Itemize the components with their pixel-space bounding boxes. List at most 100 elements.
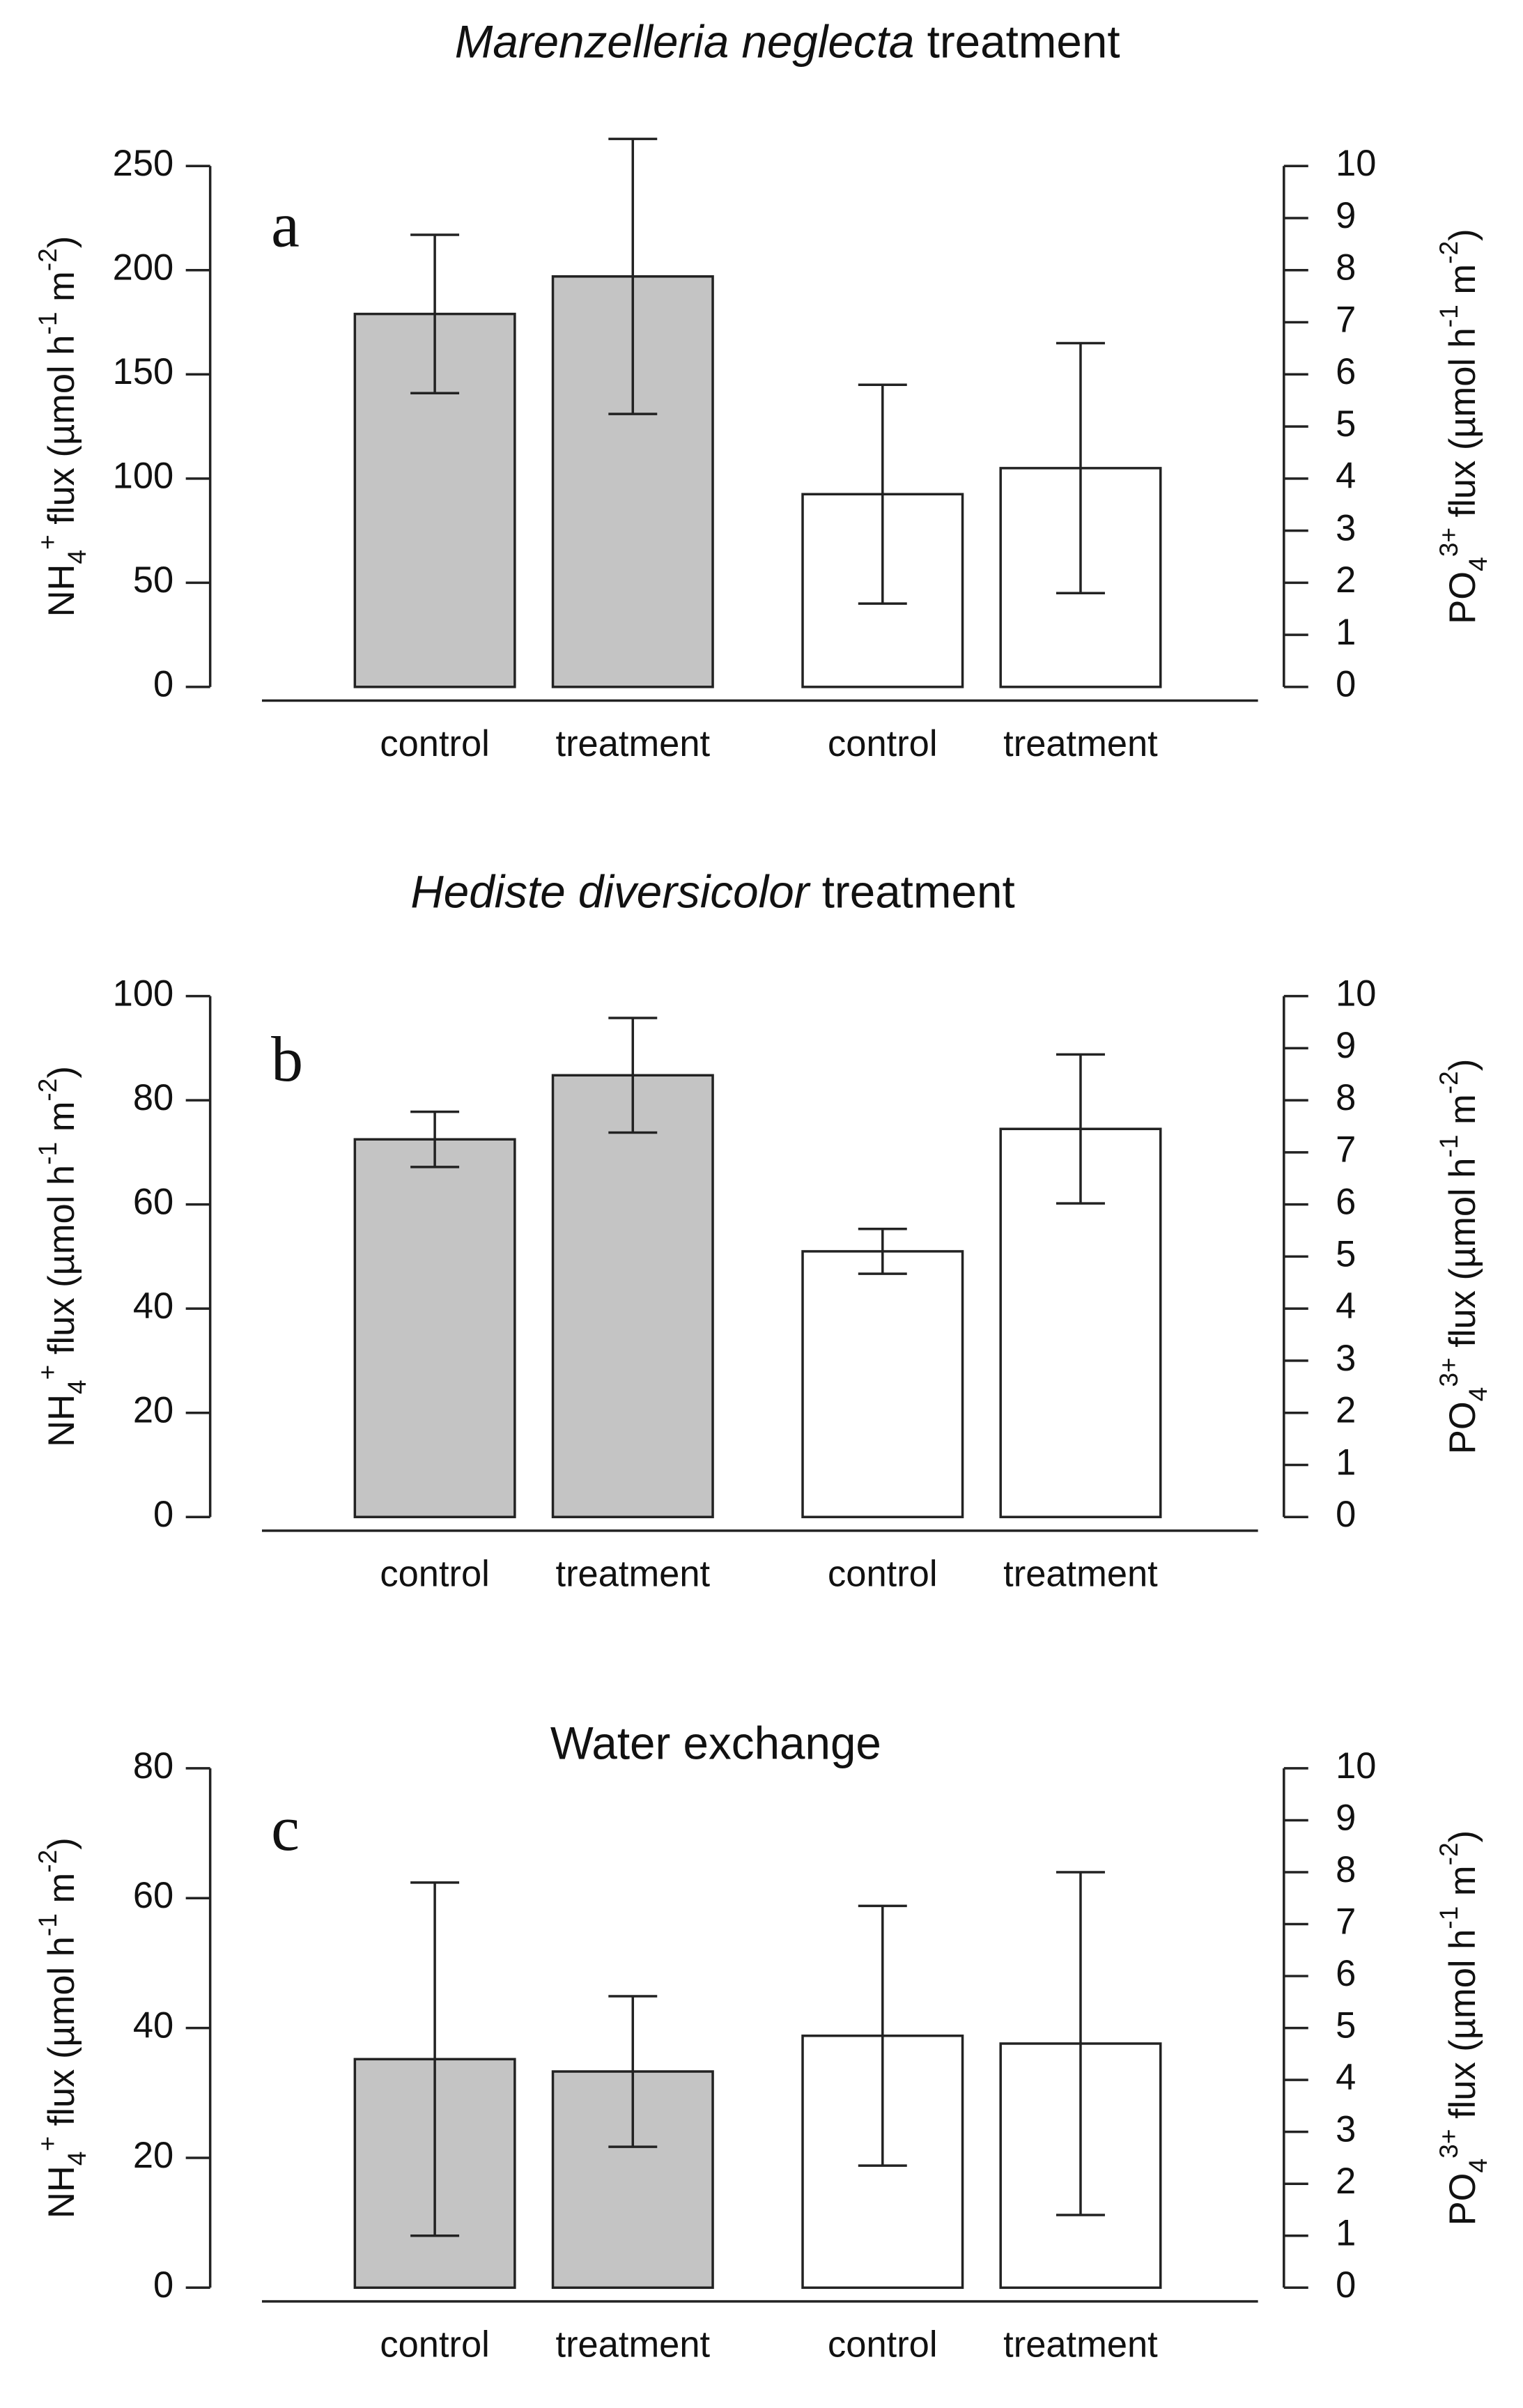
y2-axis-label: PO43+ flux (µmol h-1 m-2) — [1434, 229, 1492, 624]
y-axis-label: NH4+ flux (µmol h-1 m-2) — [33, 1066, 91, 1447]
y-tick-label: 0 — [153, 2265, 173, 2306]
y2-tick-label: 5 — [1336, 1234, 1356, 1274]
x-tick-label: control — [828, 724, 937, 764]
y2-tick-label: 0 — [1336, 2265, 1356, 2306]
y-axis-label-part: flux (µmol h — [42, 1165, 82, 1365]
y-axis-label-part: ) — [42, 1066, 82, 1078]
y2-tick-label: 3 — [1336, 1338, 1356, 1379]
y-axis-label-part: + — [33, 2136, 62, 2152]
error-bar — [410, 1881, 460, 2237]
y2-tick-label: 2 — [1336, 2161, 1356, 2202]
y-axis-label-part: NH — [42, 2166, 82, 2218]
x-tick-label: treatment — [555, 1554, 710, 1594]
y-axis-label-part: 4 — [62, 550, 91, 564]
y2-axis-label-part: m — [1443, 264, 1483, 304]
y2-tick-label: 10 — [1336, 144, 1376, 184]
y2-axis-label-part: flux (µmol h — [1443, 327, 1483, 527]
y-axis-label-part: + — [33, 1365, 62, 1380]
y2-axis-label-part: -1 — [1434, 1135, 1463, 1158]
error-bar — [858, 1228, 907, 1275]
y-tick-label: 60 — [133, 1182, 173, 1223]
y-axis-label-part: -1 — [33, 312, 62, 335]
y2-axis-label-part: 3+ — [1434, 1357, 1463, 1387]
y2-tick-label: 6 — [1336, 1954, 1356, 1994]
y2-axis-label-part: 4 — [1463, 557, 1492, 571]
y-axis-label-part: 4 — [62, 1380, 91, 1394]
y-tick-label: 250 — [113, 144, 174, 184]
y-tick-label: 0 — [153, 1495, 173, 1535]
y2-tick-label: 8 — [1336, 248, 1356, 288]
y-tick-label: 100 — [113, 973, 174, 1014]
y2-tick-label: 8 — [1336, 1850, 1356, 1890]
bar — [551, 1074, 714, 1518]
y2-tick-label: 4 — [1336, 456, 1356, 497]
y2-tick-label: 8 — [1336, 1078, 1356, 1118]
y-axis-label-part: NH — [42, 564, 82, 617]
x-tick-label: control — [380, 724, 489, 764]
panel-letter: b — [271, 1024, 303, 1095]
y-tick-label: 50 — [133, 560, 173, 601]
y2-axis-label-part: m — [1443, 1094, 1483, 1134]
y2-axis-label-part: -2 — [1434, 1842, 1463, 1865]
y2-tick-label: 4 — [1336, 1286, 1356, 1327]
y-axis-label-part: + — [33, 534, 62, 550]
x-tick-label: treatment — [555, 2324, 710, 2365]
y2-axis-label-part: flux (µmol h — [1443, 1158, 1483, 1358]
y2-tick-label: 10 — [1336, 1746, 1376, 1786]
chart-title: Hediste diversicolor treatment — [410, 867, 1014, 918]
error-bar — [608, 1995, 658, 2148]
y-tick-label: 20 — [133, 1391, 173, 1431]
x-tick-label: treatment — [1003, 2324, 1158, 2365]
error-bar — [1056, 1053, 1105, 1205]
y2-axis-label-part: 4 — [1463, 1387, 1492, 1402]
y-axis-label-part: -2 — [33, 1079, 62, 1102]
y2-axis-label-part: flux (µmol h — [1443, 1929, 1483, 2129]
y2-tick-label: 2 — [1336, 1391, 1356, 1431]
y-tick-label: 100 — [113, 456, 174, 497]
x-tick-label: control — [380, 1554, 489, 1594]
y2-axis-label-part: -2 — [1434, 241, 1463, 264]
y2-axis-label-part: ) — [1443, 1830, 1483, 1842]
y2-axis-label-part: 3+ — [1434, 2129, 1463, 2158]
y-axis-label-part: m — [42, 1102, 82, 1142]
y-tick-label: 80 — [133, 1078, 173, 1118]
x-tick-label: control — [380, 2324, 489, 2365]
y2-axis-label-part: ) — [1443, 1059, 1483, 1071]
y2-tick-label: 1 — [1336, 1442, 1356, 1483]
y-tick-label: 80 — [133, 1746, 173, 1786]
y-axis-label-part: -1 — [33, 1142, 62, 1165]
y2-axis-label-part: m — [1443, 1865, 1483, 1906]
panel-letter: c — [271, 1793, 300, 1864]
y2-tick-label: 9 — [1336, 1798, 1356, 1838]
y-axis-label: NH4+ flux (µmol h-1 m-2) — [33, 236, 91, 617]
bar — [801, 1250, 964, 1518]
y2-axis-label-part: -1 — [1434, 304, 1463, 327]
y2-tick-label: 5 — [1336, 2005, 1356, 2046]
y-tick-label: 200 — [113, 248, 174, 288]
y2-tick-label: 6 — [1336, 352, 1356, 392]
y2-tick-label: 0 — [1336, 665, 1356, 705]
bar — [353, 1138, 516, 1518]
y2-tick-label: 4 — [1336, 2058, 1356, 2098]
y-tick-label: 40 — [133, 1286, 173, 1327]
error-bar — [410, 233, 460, 394]
y2-tick-label: 1 — [1336, 612, 1356, 653]
title-part: Hediste diversicolor — [410, 867, 811, 918]
y2-axis-label-part: PO — [1443, 571, 1483, 624]
y2-tick-label: 2 — [1336, 560, 1356, 601]
error-bar — [410, 1110, 460, 1168]
error-bar — [858, 1904, 907, 2167]
y-axis-label-part: flux (µmol h — [42, 1936, 82, 2136]
error-bar — [608, 137, 658, 415]
y-tick-label: 40 — [133, 2005, 173, 2046]
y2-axis-label-part: PO — [1443, 2173, 1483, 2226]
y2-axis-label-part: 4 — [1463, 2159, 1492, 2173]
y-axis-label-part: -1 — [33, 1913, 62, 1936]
y-axis-label-part: flux (µmol h — [42, 335, 82, 535]
y2-tick-label: 1 — [1336, 2214, 1356, 2254]
y2-tick-label: 9 — [1336, 196, 1356, 236]
y-axis-label-part: -2 — [33, 1850, 62, 1873]
chart-title: Water exchange — [550, 1718, 881, 1769]
x-tick-label: treatment — [1003, 1554, 1158, 1594]
